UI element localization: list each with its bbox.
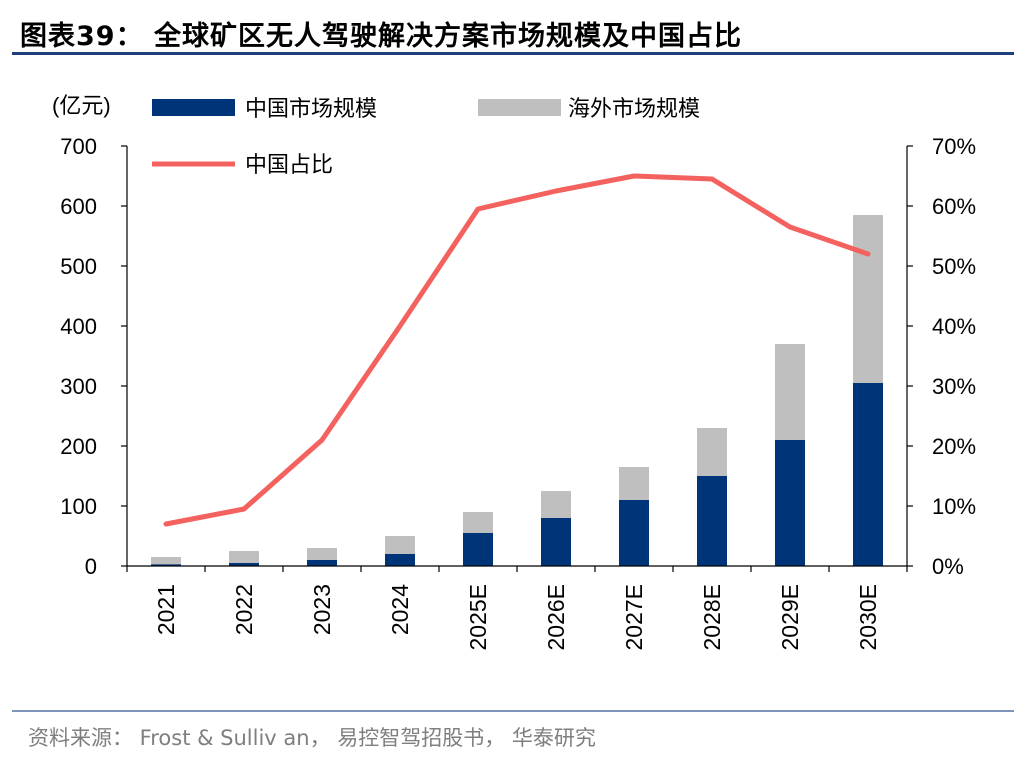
y-right-tick-label: 10% [932,494,976,519]
y-left-tick-label: 600 [60,194,97,219]
chart: 0 100 200 300 400 500 600 700 0% 10% 20% 30% 40% 50% 6… [52,93,976,651]
x-tick-label: 2024 [387,584,413,635]
bar-overseas-2026E [541,491,571,518]
bar-china-2026E [541,518,571,566]
figure-title-bar: 图表39： 全球矿区无人驾驶解决方案市场规模及中国占比 [12,8,1014,55]
bar-overseas-2030E [853,215,883,383]
x-tick-label: 2030E [855,584,881,651]
footer-rule [12,710,1014,712]
bar-overseas-2028E [697,428,727,476]
bar-china-2030E [853,383,883,566]
bar-overseas-2024 [385,536,415,554]
legend-label-china: 中国市场规模 [245,96,377,121]
bar-china-2024 [385,554,415,566]
china-share-line [163,173,871,527]
y-right-tick-label: 30% [932,374,976,399]
bar-china-2022 [229,563,259,566]
x-tick-label: 2022 [231,584,257,635]
title-rule [12,52,1014,55]
x-tick-label: 2021 [153,584,179,635]
x-tick-label: 2026E [543,584,569,651]
x-tick-label: 2027E [621,584,647,651]
figure-title: 图表39： 全球矿区无人驾驶解决方案市场规模及中国占比 [20,21,742,52]
bar-china-2025E [463,533,493,566]
y-left-tick-label: 700 [60,134,97,159]
y-left-tick-label: 100 [60,494,97,519]
y-left-tick-label: 500 [60,254,97,279]
bar-overseas-2029E [775,344,805,440]
bar-overseas-2027E [619,467,649,500]
x-tick-label: 2023 [309,584,335,635]
y-right-tick-label: 0% [932,554,964,579]
x-tick-label: 2028E [699,584,725,651]
y-left-tick-label: 0 [85,554,97,579]
x-tick-label: 2025E [465,584,491,651]
y-right-tick-label: 20% [932,434,976,459]
bar-china-2023 [307,560,337,566]
y-right-tick-label: 50% [932,254,976,279]
y-left-tick-label: 400 [60,314,97,339]
bar-overseas-2025E [463,512,493,533]
bar-overseas-2023 [307,548,337,560]
bar-overseas-2022 [229,551,259,563]
bar-china-2027E [619,500,649,566]
x-tick-label: 2029E [777,584,803,651]
legend-label-overseas: 海外市场规模 [568,96,700,121]
y-right-tick-label: 70% [932,134,976,159]
bar-overseas-2021 [151,557,181,565]
legend-label-share: 中国占比 [245,152,333,177]
bar-china-2029E [775,440,805,566]
legend-swatch-china [152,99,235,116]
y-left-tick-label: 300 [60,374,97,399]
y-right-tick-label: 40% [932,314,976,339]
y-left-unit-label: (亿元) [52,93,111,118]
bar-china-2028E [697,476,727,566]
y-left-tick-label: 200 [60,434,97,459]
bar-china-2021 [151,564,181,566]
source-note: 资料来源： Frost & Sulliv an， 易控智驾招股书， 华泰研究 [28,726,596,750]
y-right-tick-label: 60% [932,194,976,219]
legend-swatch-overseas [478,99,561,116]
